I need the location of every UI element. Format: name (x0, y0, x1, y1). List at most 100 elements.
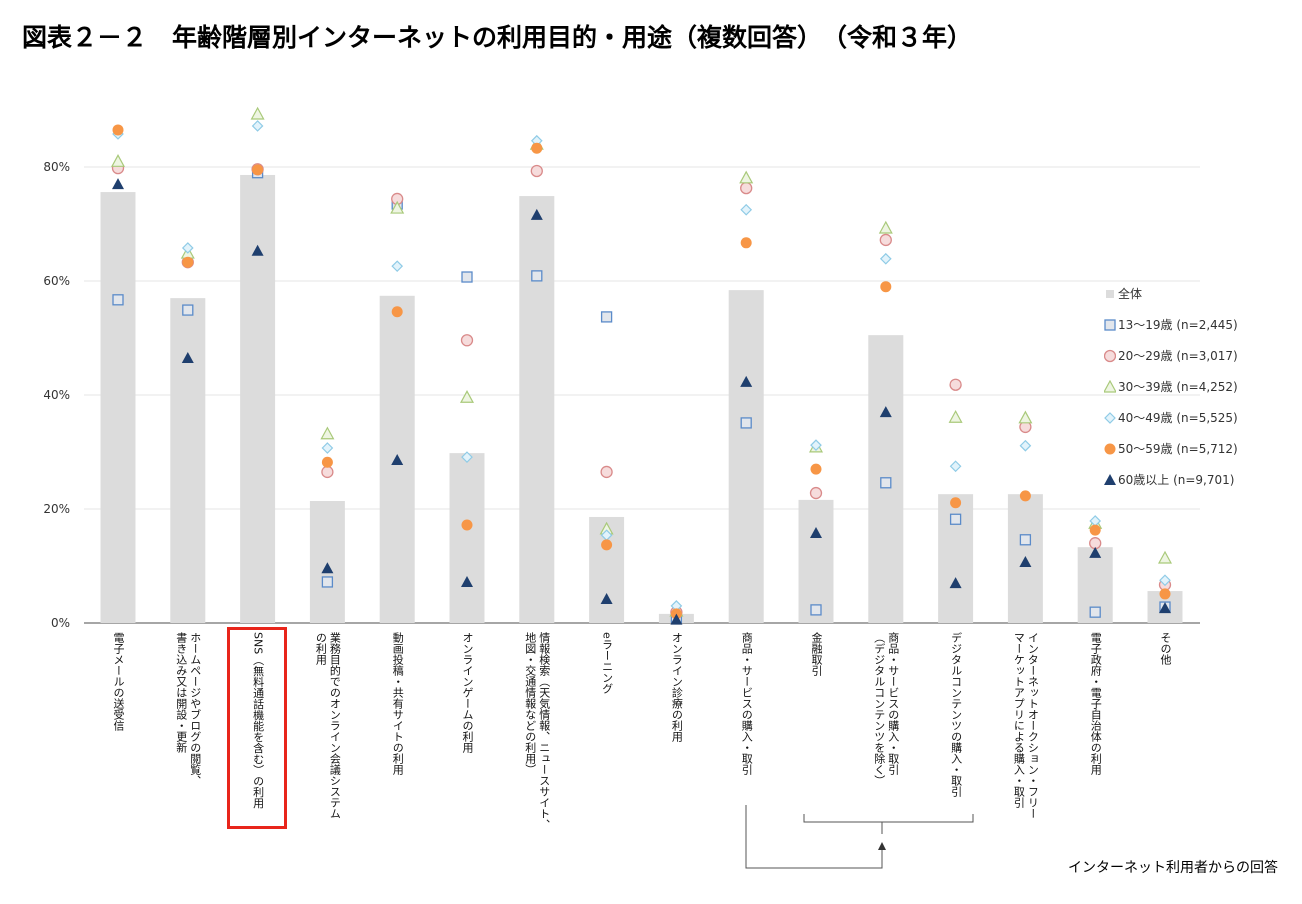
marker-dot (461, 519, 473, 531)
marker-filled-triangle (810, 526, 822, 538)
marker-dot (810, 463, 822, 475)
marker-circle (740, 181, 753, 195)
marker-diamond (251, 120, 264, 132)
bar-overall (240, 174, 276, 624)
marker-square (600, 311, 613, 323)
marker-filled-triangle (112, 178, 124, 190)
legend-label: 20～29歳 (n=3,017) (1118, 349, 1238, 363)
legend-item: 13～19歳 (n=2,445) (1104, 316, 1238, 333)
legend-swatch (1104, 349, 1116, 362)
marker-diamond (461, 451, 473, 463)
marker-diamond (321, 442, 334, 454)
marker-triangle (250, 106, 265, 120)
legend-swatch (1104, 379, 1116, 393)
marker-dot (321, 456, 333, 468)
marker-dot (1019, 490, 1031, 502)
y-tick-label: 40% (43, 388, 70, 402)
legend-square-marker (1104, 318, 1116, 331)
legend-label: 13～19歳 (n=2,445) (1118, 318, 1238, 332)
marker-filled-triangle (321, 562, 334, 574)
bracket (803, 814, 974, 823)
marker-triangle (1018, 410, 1033, 424)
marker-dot (1159, 588, 1171, 600)
marker-diamond (810, 439, 822, 452)
highlight-box (227, 627, 287, 829)
marker-filled-triangle (670, 613, 683, 625)
legend-swatch (1104, 318, 1116, 331)
legend-item: 40～49歳 (n=5,525) (1104, 409, 1238, 426)
x-tick-label: eラーニング (600, 632, 614, 694)
legend-bar-swatch (1106, 289, 1114, 298)
marker-circle (460, 334, 474, 347)
marker-diamond (1159, 574, 1171, 587)
marker-filled-triangle (1159, 602, 1171, 614)
bar-overall (449, 453, 485, 623)
marker-dot (950, 497, 962, 509)
marker-circle (949, 378, 962, 391)
marker-triangle (110, 154, 126, 167)
bar-overall (170, 298, 206, 623)
x-tick-label: 電子メールの送受信 (112, 632, 125, 731)
marker-square (1019, 534, 1032, 546)
bar-overall (519, 196, 555, 623)
legend-swatch (1104, 473, 1116, 485)
marker-filled-triangle (740, 375, 753, 387)
marker-circle (879, 233, 892, 247)
marker-circle (321, 465, 334, 479)
marker-filled-triangle (181, 351, 194, 363)
legend-swatch (1104, 411, 1116, 424)
marker-square (1089, 606, 1101, 618)
legend-triangle-marker (1104, 379, 1116, 393)
marker-dot (740, 237, 752, 249)
marker-triangle (948, 409, 963, 423)
x-tick-label: 業務目的でのオンライン会議システム の利用 (314, 632, 342, 819)
figure-title: 図表２－２ 年齢階層別インターネットの利用目的・用途（複数回答） （令和３年） (22, 23, 973, 52)
x-tick-label: オンラインゲームの利用 (461, 632, 474, 753)
marker-square (949, 513, 962, 525)
legend-circle-marker (1104, 349, 1116, 362)
marker-square (810, 604, 822, 616)
legend-diamond-marker (1104, 411, 1116, 424)
marker-dot (1089, 524, 1101, 536)
marker-triangle (459, 390, 475, 403)
marker-filled-triangle (251, 244, 264, 256)
bar-overall (798, 499, 834, 623)
x-tick-label: ホームページやブログの閲覧、 書き込み又は開設・更新 (174, 632, 202, 786)
marker-square (740, 417, 752, 429)
x-tick-label: SNS（無料通話機能を含む）の利用 (251, 632, 265, 809)
legend-label: 40～49歳 (n=5,525) (1118, 411, 1238, 425)
y-tick-label: 60% (43, 274, 70, 288)
marker-triangle (1157, 550, 1173, 564)
marker-circle (809, 486, 823, 500)
legend-item: 20～29歳 (n=3,017) (1104, 347, 1238, 364)
marker-square (112, 294, 124, 306)
x-tick-label: デジタルコンテンツの購入・取引 (949, 632, 963, 797)
marker-filled-triangle (461, 575, 473, 587)
bar-overall (100, 192, 136, 623)
legend-label: 30～39歳 (n=4,252) (1118, 380, 1238, 394)
bar-overall (728, 290, 764, 623)
bar-overall (309, 501, 345, 623)
marker-square (461, 271, 473, 283)
x-tick-label: 動画投稿・共有サイトの利用 (391, 632, 405, 775)
legend-label: 60歳以上 (n=9,701) (1118, 473, 1235, 487)
bar-overall (938, 494, 974, 623)
legend-label: 全体 (1118, 287, 1143, 301)
marker-triangle (390, 200, 405, 214)
marker-circle (600, 465, 613, 479)
marker-filled-triangle (600, 593, 613, 605)
x-tick-label: インターネットオークション・フリー マーケットアプリによる購入・取引 (1012, 632, 1040, 819)
marker-dot (391, 306, 403, 318)
marker-diamond (1019, 439, 1032, 452)
marker-filled-triangle (391, 453, 404, 465)
marker-dot (182, 256, 194, 268)
marker-diamond (879, 252, 892, 265)
marker-filled-triangle (879, 406, 892, 418)
x-tick-label: 電子政府・電子自治体の利用 (1089, 632, 1103, 775)
marker-square (531, 270, 543, 282)
x-tick-label: オンライン診療の利用 (670, 632, 684, 742)
marker-square (321, 576, 334, 588)
y-tick-label: 0% (51, 616, 70, 630)
marker-dot (112, 124, 124, 136)
